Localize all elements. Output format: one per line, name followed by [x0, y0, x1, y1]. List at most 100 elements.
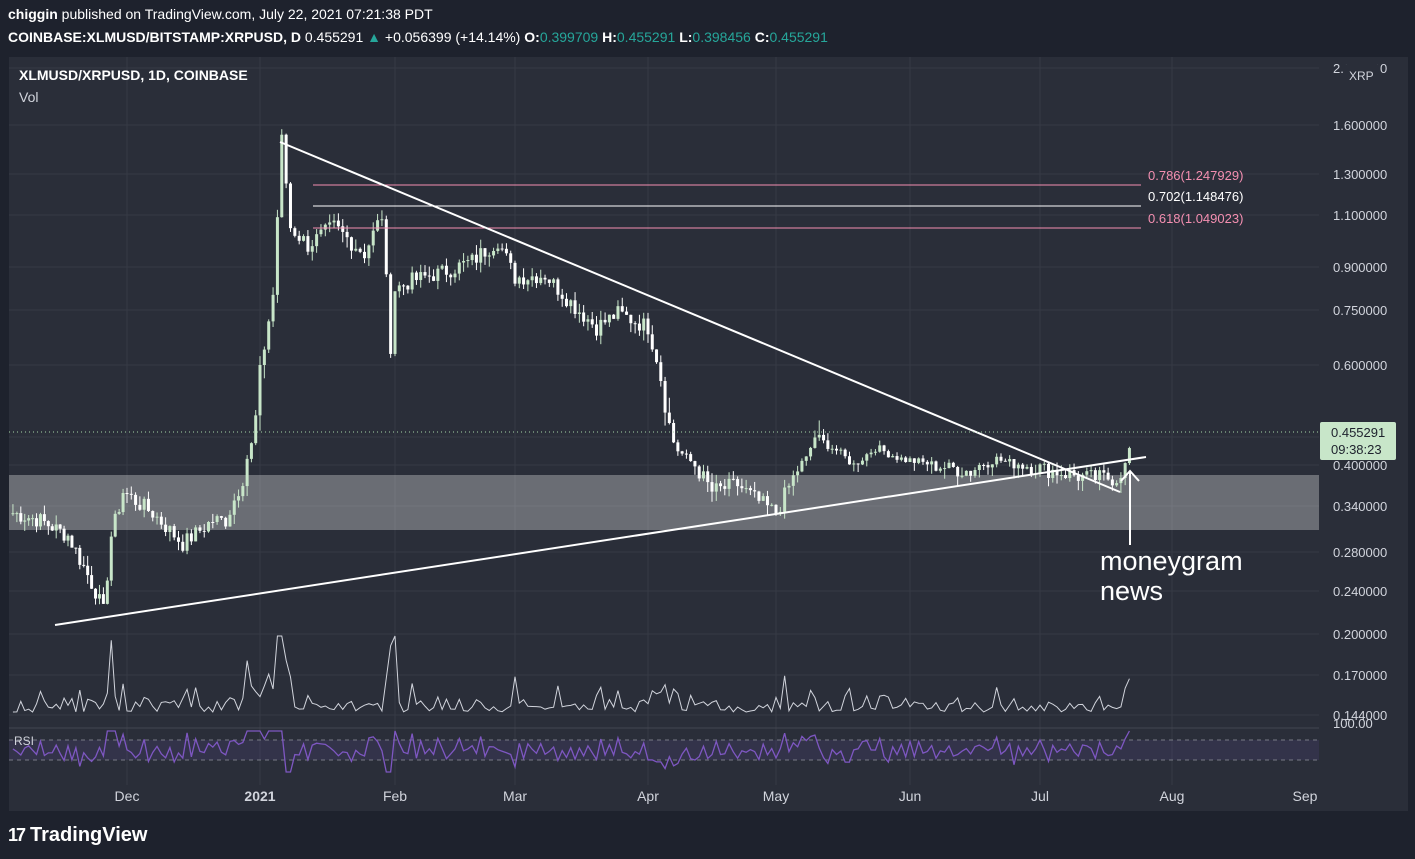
descending-trendline[interactable] [279, 141, 1121, 493]
open-label: O: [524, 29, 540, 45]
candle-body [168, 526, 172, 533]
rsi-line [12, 730, 1130, 773]
candle-body [921, 458, 925, 462]
candle-body [258, 364, 262, 416]
candle-body [1042, 463, 1046, 465]
candle-body [380, 219, 384, 221]
candle-body [1127, 448, 1131, 464]
candle-body [245, 458, 249, 487]
candle-body [882, 445, 886, 452]
candle-body [1025, 466, 1029, 469]
time-tick-label: May [763, 788, 789, 804]
candle-body [706, 471, 710, 483]
publish-info: chiggin published on TradingView.com, Ju… [8, 6, 433, 22]
candle-body [151, 511, 155, 518]
tradingview-wordmark: TradingView [30, 824, 148, 846]
candle-body [319, 229, 323, 235]
volume-legend[interactable]: Vol [19, 89, 39, 105]
candle-body [1051, 469, 1055, 479]
candle-body [215, 516, 219, 522]
candle-body [50, 526, 54, 531]
time-tick-label: Apr [637, 788, 659, 804]
series-legend[interactable]: XLMUSD/XRPUSD, 1D, COINBASE [19, 67, 248, 83]
candle-body [534, 276, 538, 284]
fib-levels: 0.786(1.247929) 0.702(1.148476) 0.618(1.04… [313, 168, 1243, 229]
candle-body [436, 268, 440, 281]
candle-body [612, 314, 616, 319]
candle-body [560, 294, 564, 299]
candle-body [474, 254, 478, 263]
candle-body [1093, 470, 1097, 481]
candle-body [66, 535, 70, 541]
candle-body [908, 458, 912, 463]
candle-body [97, 594, 101, 599]
fib-level-label: 0.618(1.049023) [1148, 211, 1243, 226]
candle-body [800, 460, 804, 472]
candle-body [1068, 470, 1072, 479]
annotation-line1: moneygram [1100, 546, 1243, 576]
candle-body [1003, 460, 1007, 462]
time-tick-label: Feb [383, 788, 407, 804]
candle-body [873, 451, 877, 453]
candle-body [237, 496, 241, 501]
candle-body [105, 580, 109, 604]
candle-body [817, 434, 821, 438]
candle-body [569, 300, 573, 307]
candle-body [990, 464, 994, 468]
xrp-badge-text: XRP [1349, 69, 1374, 83]
candle-body [667, 412, 671, 424]
candle-body [774, 504, 778, 515]
candle-body [1008, 459, 1012, 462]
candle-body [573, 300, 577, 314]
candle-body [207, 521, 211, 532]
candle-body [599, 319, 603, 336]
candle-body [684, 453, 688, 455]
candle-body [19, 513, 23, 522]
candle-body [869, 452, 873, 455]
candle-body [603, 319, 607, 323]
up-arrow-icon: ▲ [367, 29, 382, 45]
candle-body [479, 248, 483, 263]
candle-body [835, 448, 839, 451]
candle-body [616, 306, 620, 319]
price-tick-label: 0.340000 [1333, 499, 1387, 514]
candle-body [547, 279, 551, 283]
candle-body [956, 466, 960, 477]
time-tick-label: Jun [899, 788, 922, 804]
candle-body [164, 524, 168, 533]
candle-body [384, 219, 388, 275]
candle-body [765, 496, 769, 506]
ascending-trendline[interactable] [54, 456, 1147, 626]
volume-line [12, 635, 1130, 713]
candle-body [517, 277, 521, 284]
candle-body [440, 265, 444, 269]
candle-body [731, 478, 735, 480]
candle-body [1016, 464, 1020, 469]
price-tick-label: 1.100000 [1333, 208, 1387, 223]
candle-body [315, 234, 319, 247]
price-tick-label: 0.170000 [1333, 668, 1387, 683]
candle-body [86, 565, 90, 576]
candle-body [977, 464, 981, 471]
candle-body [642, 318, 646, 331]
candle-body [185, 533, 189, 551]
candle-body [513, 262, 517, 284]
tradingview-logo[interactable]: 17 TradingView [8, 824, 147, 847]
candle-body [637, 323, 641, 331]
candle-body [310, 246, 314, 252]
last-price-label: 0.455291 [1331, 425, 1385, 440]
xrp-badge[interactable] [1344, 64, 1380, 86]
candle-body [406, 285, 410, 290]
candle-body [986, 465, 990, 468]
candle-body [964, 470, 968, 476]
author-name[interactable]: chiggin [8, 6, 58, 22]
price-tick-label: 0.144000 [1333, 708, 1387, 723]
candle-body [843, 449, 847, 457]
candle-body [830, 448, 834, 450]
candle-body [530, 276, 534, 281]
candle-body [11, 513, 15, 515]
chart-panel[interactable] [9, 57, 1408, 811]
candle-body [181, 541, 185, 551]
candle-body [719, 483, 723, 487]
